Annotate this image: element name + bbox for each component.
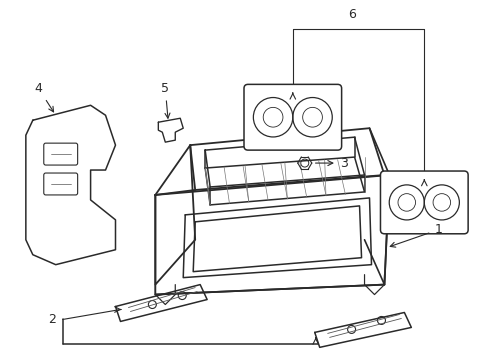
- Text: 3: 3: [315, 157, 347, 170]
- FancyBboxPatch shape: [244, 84, 341, 150]
- Text: 4: 4: [35, 82, 54, 112]
- Text: 5: 5: [161, 82, 170, 118]
- Text: 1: 1: [389, 223, 441, 247]
- FancyBboxPatch shape: [44, 143, 78, 165]
- FancyBboxPatch shape: [380, 171, 467, 234]
- Text: 2: 2: [48, 313, 56, 326]
- FancyBboxPatch shape: [44, 173, 78, 195]
- Text: 6: 6: [347, 8, 355, 21]
